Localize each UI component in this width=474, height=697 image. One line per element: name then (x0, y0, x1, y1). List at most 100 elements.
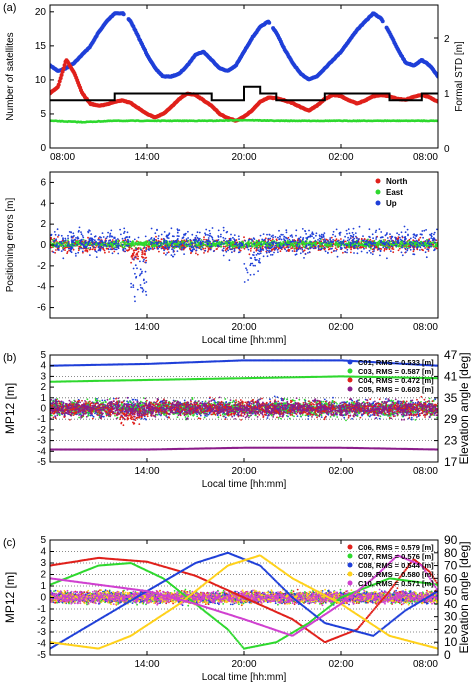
data-point (278, 244, 281, 247)
data-point (394, 240, 397, 243)
data-point (83, 244, 85, 246)
data-point (126, 231, 129, 234)
data-point (386, 232, 388, 234)
data-point (181, 247, 183, 250)
data-point (343, 246, 346, 249)
data-point (422, 236, 424, 239)
data-point (226, 245, 228, 247)
data-point (294, 247, 296, 250)
data-point (80, 231, 82, 234)
data-point (270, 241, 273, 244)
data-point (272, 234, 274, 237)
data-point (257, 240, 260, 243)
data-point (67, 239, 69, 242)
data-point (326, 243, 328, 246)
data-point (143, 278, 145, 281)
data-point (194, 242, 197, 244)
data-point (246, 271, 249, 274)
data-point (108, 242, 110, 245)
data-point (170, 227, 173, 230)
data-point (254, 256, 256, 259)
data-point (336, 248, 338, 251)
data-point (340, 242, 343, 245)
data-point (342, 251, 344, 254)
data-point (324, 243, 326, 245)
data-point (135, 253, 138, 256)
data-point (141, 270, 143, 273)
data-point (307, 252, 309, 254)
data-point (397, 245, 400, 248)
data-point (168, 246, 171, 249)
data-point (198, 231, 201, 234)
data-point (222, 254, 225, 257)
data-point (433, 245, 435, 248)
data-point (72, 248, 75, 251)
data-point (409, 243, 412, 246)
data-point (102, 246, 104, 249)
data-point (339, 240, 342, 243)
data-point (163, 249, 166, 252)
data-point (186, 240, 189, 243)
data-point (130, 256, 133, 258)
data-point (253, 242, 256, 245)
data-point (123, 227, 126, 230)
data-point (133, 295, 136, 298)
data-point (272, 236, 274, 239)
data-point (224, 245, 227, 248)
data-point (434, 245, 437, 248)
data-point (258, 250, 261, 253)
data-point (222, 236, 225, 239)
data-point (296, 245, 298, 248)
data-point (309, 235, 311, 238)
data-point (129, 240, 132, 243)
data-point (290, 240, 293, 243)
data-point (422, 242, 425, 245)
data-point (163, 240, 166, 243)
data-point (150, 237, 153, 239)
data-point (227, 249, 230, 252)
data-point (369, 240, 372, 243)
data-point (327, 244, 330, 246)
data-point (350, 251, 352, 254)
data-point (53, 231, 56, 233)
data-point (141, 241, 144, 244)
data-point (249, 264, 252, 267)
data-point (416, 246, 418, 249)
data-point (185, 243, 188, 246)
data-point (171, 242, 173, 245)
data-point (60, 69, 65, 74)
data-point (425, 256, 428, 259)
data-point (95, 256, 98, 258)
data-point (89, 246, 92, 249)
data-point (142, 260, 145, 263)
data-point (166, 244, 169, 247)
data-point (326, 246, 329, 249)
data-point (420, 233, 423, 236)
data-point (274, 236, 277, 238)
data-point (258, 253, 260, 255)
data-point (278, 235, 281, 238)
data-point (338, 242, 341, 244)
data-point (162, 237, 165, 240)
data-point (250, 247, 252, 250)
data-point (137, 258, 140, 260)
data-point (334, 247, 337, 250)
data-point (76, 243, 78, 246)
data-point (217, 239, 220, 241)
data-point (343, 243, 346, 246)
data-point (113, 247, 115, 250)
data-point (245, 243, 248, 246)
data-point (277, 251, 279, 254)
data-point (382, 239, 385, 241)
data-point (329, 240, 332, 243)
data-point (69, 249, 72, 251)
data-point (114, 246, 116, 249)
data-point (222, 247, 225, 250)
data-point (353, 252, 355, 254)
data-point (371, 242, 373, 245)
data-point (153, 242, 156, 245)
data-point (117, 252, 120, 255)
data-point (290, 234, 293, 237)
data-point (106, 235, 109, 238)
